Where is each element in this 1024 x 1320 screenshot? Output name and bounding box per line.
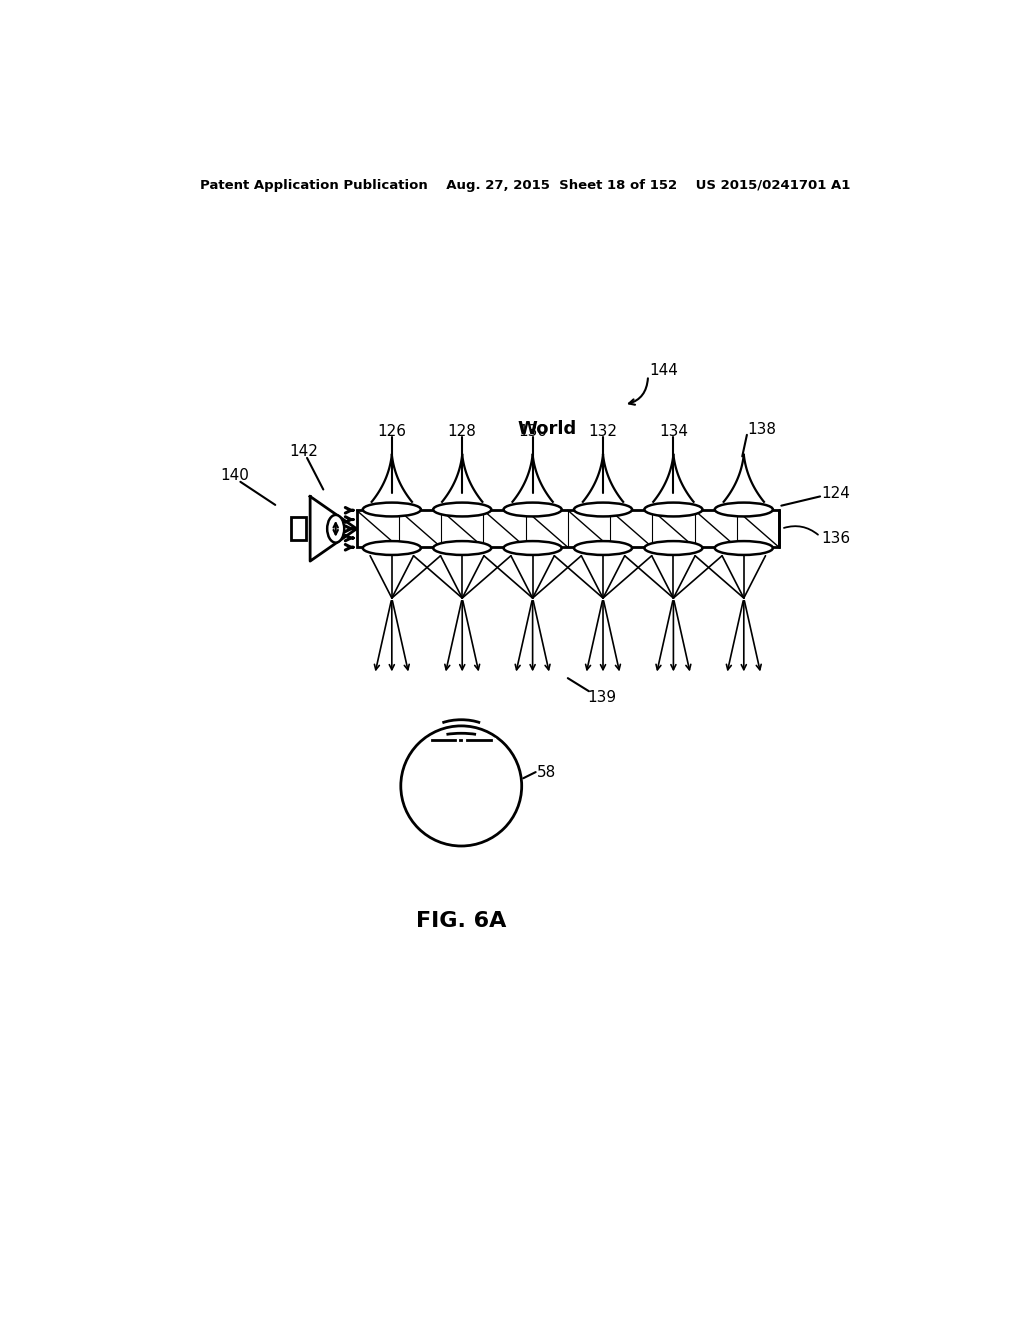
- Text: FIG. 6A: FIG. 6A: [416, 911, 507, 931]
- Text: Patent Application Publication    Aug. 27, 2015  Sheet 18 of 152    US 2015/0241: Patent Application Publication Aug. 27, …: [200, 178, 850, 191]
- Text: 138: 138: [748, 422, 776, 437]
- Text: 134: 134: [658, 424, 688, 440]
- Text: 132: 132: [589, 424, 617, 440]
- Text: 140: 140: [220, 469, 250, 483]
- Ellipse shape: [715, 541, 773, 554]
- Ellipse shape: [644, 503, 702, 516]
- Text: 128: 128: [447, 424, 476, 440]
- Ellipse shape: [433, 541, 492, 554]
- Ellipse shape: [362, 541, 421, 554]
- Text: World: World: [517, 421, 577, 438]
- Text: 126: 126: [377, 424, 407, 440]
- Circle shape: [400, 726, 521, 846]
- Ellipse shape: [715, 503, 773, 516]
- Text: 136: 136: [821, 531, 851, 545]
- Bar: [291, 517, 306, 540]
- Text: 130: 130: [518, 424, 547, 440]
- Ellipse shape: [573, 503, 632, 516]
- Ellipse shape: [644, 541, 702, 554]
- Ellipse shape: [504, 503, 562, 516]
- Ellipse shape: [362, 503, 421, 516]
- Text: 142: 142: [290, 444, 318, 458]
- Text: 139: 139: [587, 690, 616, 705]
- Text: 144: 144: [649, 363, 679, 378]
- Text: 58: 58: [538, 764, 556, 780]
- Text: 124: 124: [821, 486, 851, 500]
- Ellipse shape: [328, 515, 344, 543]
- Ellipse shape: [433, 503, 492, 516]
- Ellipse shape: [504, 541, 562, 554]
- Ellipse shape: [573, 541, 632, 554]
- Bar: [356, 511, 779, 548]
